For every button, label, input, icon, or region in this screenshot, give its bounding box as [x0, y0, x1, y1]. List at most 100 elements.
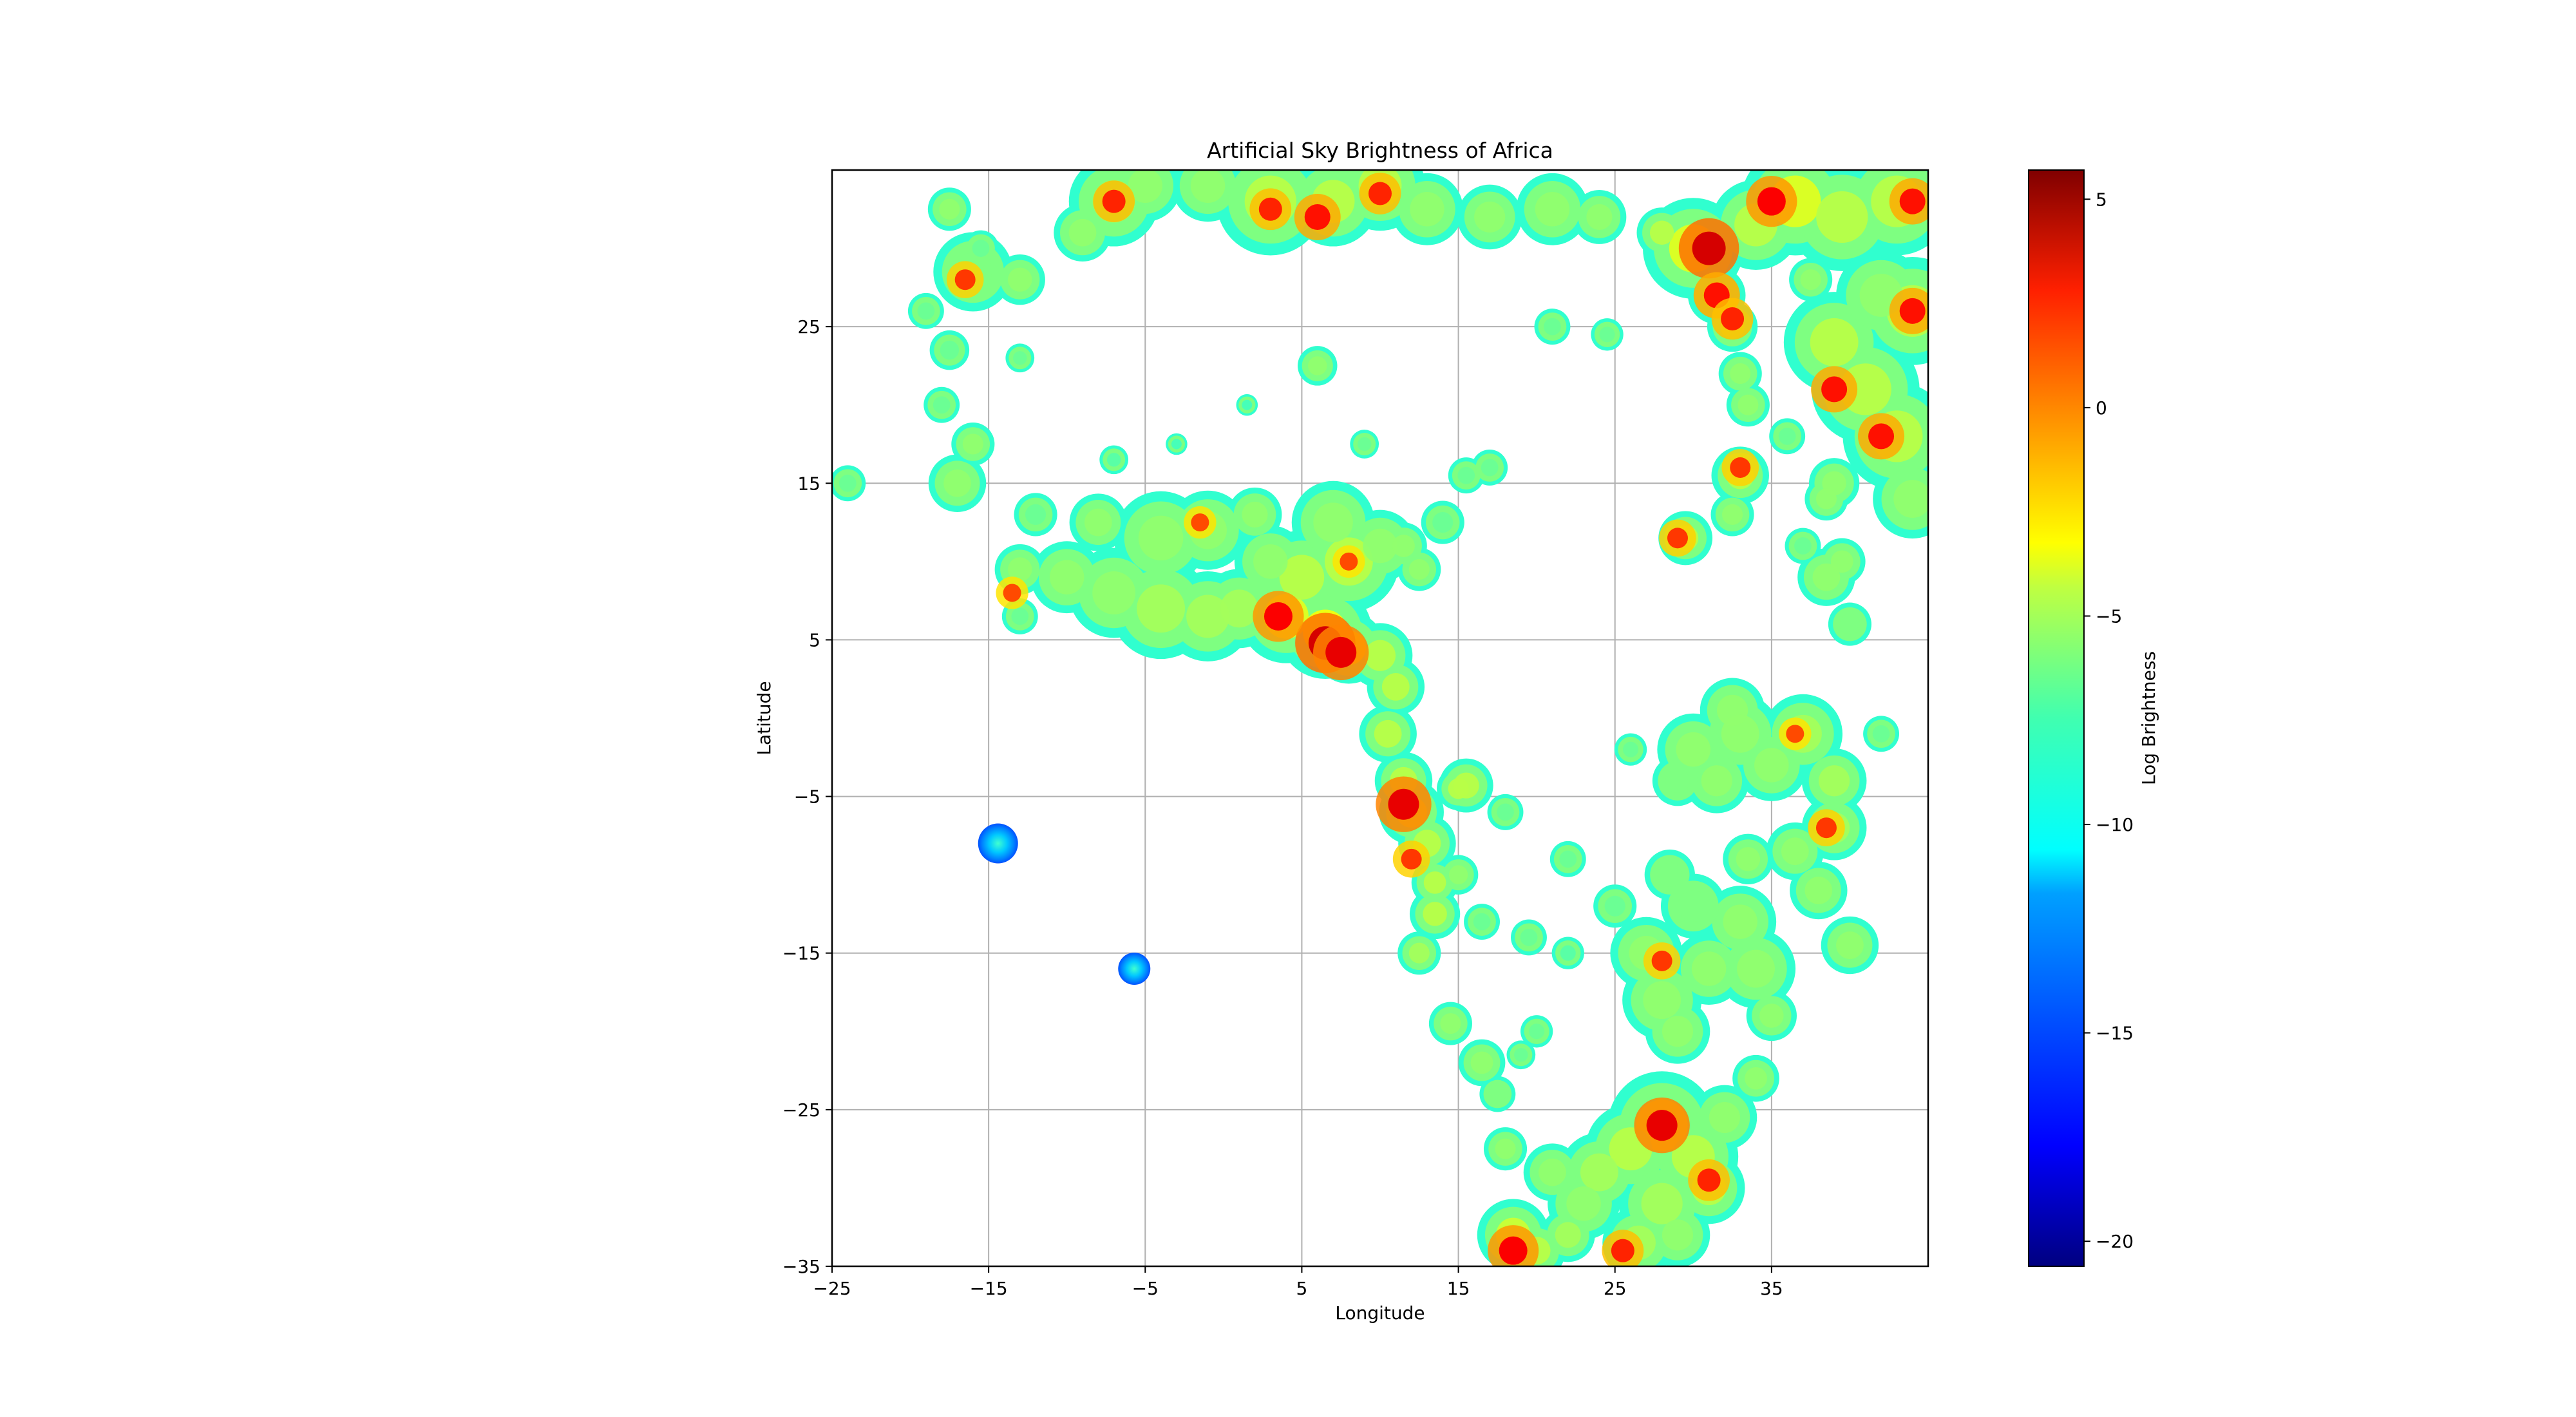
brightness-blob-core	[1363, 528, 1397, 564]
brightness-blob-core	[1488, 1085, 1506, 1103]
brightness-blob-core	[1308, 356, 1327, 376]
colorbar-tick-label: 5	[2096, 189, 2107, 210]
brightness-blob-core	[1392, 535, 1415, 557]
hotspot	[1264, 602, 1293, 631]
brightness-blob-core	[1723, 904, 1757, 939]
y-axis: −35 −25 −15 −5 5 15 25	[782, 316, 832, 1277]
brightness-blob-core	[1822, 471, 1846, 496]
brightness-blob-core	[1800, 269, 1821, 290]
brightness-blob-core	[1457, 466, 1475, 484]
x-tick-label: 5	[1296, 1278, 1308, 1299]
y-axis-label: Latitude	[753, 681, 775, 755]
brightness-blob-core	[1440, 1013, 1461, 1034]
hotspot	[1258, 197, 1282, 221]
x-axis-label: Longitude	[1335, 1302, 1425, 1324]
brightness-blob-core	[1470, 1051, 1493, 1074]
brightness-blob-core	[1364, 640, 1396, 671]
hotspot	[1388, 788, 1419, 820]
brightness-blob-core	[1819, 765, 1850, 797]
brightness-blob-core	[1068, 218, 1097, 247]
hotspot	[1899, 298, 1926, 324]
brightness-blob-core	[1473, 913, 1491, 931]
y-tick-label: −35	[782, 1256, 820, 1277]
brightness-blob-core	[1084, 508, 1112, 537]
brightness-blob-core	[1643, 981, 1681, 1020]
brightness-blob-core	[962, 433, 983, 455]
brightness-blob-core	[1738, 394, 1759, 415]
brightness-blob-core	[1242, 399, 1253, 410]
chart-title: Artificial Sky Brightness of Africa	[1207, 138, 1553, 163]
brightness-blob-core	[1676, 732, 1711, 767]
brightness-blob-core	[838, 474, 857, 492]
brightness-blob-core	[1242, 501, 1268, 528]
hotspot	[1340, 552, 1358, 571]
isolated-spot	[1118, 953, 1151, 985]
brightness-blob-core	[1408, 558, 1430, 580]
brightness-blob-core	[1717, 694, 1748, 726]
x-tick-label: 25	[1604, 1278, 1627, 1299]
brightness-blob-core	[1497, 803, 1514, 821]
brightness-blob-core	[1423, 902, 1447, 926]
y-tick-label: −25	[782, 1099, 820, 1121]
hotspot	[1697, 1168, 1721, 1192]
brightness-blob-core	[1665, 768, 1690, 793]
hotspot	[1868, 423, 1895, 450]
brightness-blob-core	[1816, 191, 1868, 243]
colorbar-tick-label: −10	[2096, 814, 2134, 835]
brightness-blob-core	[1559, 850, 1577, 868]
brightness-blob-core	[1804, 877, 1833, 904]
hotspot	[1757, 187, 1786, 216]
brightness-blob-core	[1374, 719, 1402, 748]
hotspot	[1102, 189, 1126, 213]
brightness-blob-core	[1781, 837, 1809, 866]
brightness-blob-core	[1481, 459, 1499, 477]
brightness-blob-core	[1737, 949, 1775, 988]
brightness-blob-core	[1520, 929, 1538, 946]
hotspot	[1721, 307, 1745, 330]
brightness-blob-core	[933, 396, 951, 414]
brightness-blob-core	[1453, 772, 1479, 799]
brightness-blob-core	[1604, 895, 1625, 917]
brightness-blob-core	[1544, 318, 1561, 336]
brightness-blob-core	[1812, 563, 1841, 591]
hotspot	[1304, 204, 1331, 230]
colorbar	[2028, 169, 2085, 1267]
brightness-blob-core	[1137, 584, 1186, 633]
hotspot	[1191, 513, 1209, 532]
brightness-blob-core	[1474, 201, 1506, 233]
colorbar-tick-label: 0	[2096, 397, 2107, 419]
colorbar-label: Log Brightness	[2138, 651, 2159, 785]
brightness-blob-core	[1381, 672, 1410, 701]
hotspot-layer	[946, 173, 1928, 1266]
brightness-blob-core	[1641, 1183, 1683, 1224]
brightness-blob-core	[1754, 748, 1789, 783]
brightness-blob-core	[1839, 614, 1861, 635]
brightness-blob-core	[1730, 363, 1751, 385]
brightness-blob-core	[1514, 1048, 1528, 1062]
brightness-blob-core	[1580, 1153, 1618, 1192]
hotspot	[954, 269, 976, 290]
brightness-blob-core	[1011, 607, 1029, 625]
y-tick-label: 5	[809, 629, 820, 651]
brightness-blob-core	[1190, 170, 1226, 204]
x-axis: −25 −15 −5 5 15 25 35	[813, 1266, 1783, 1299]
hotspot	[1815, 817, 1837, 839]
colorbar-ticks: 5 0 −5 −10 −15 −20	[2084, 189, 2134, 1252]
hotspot	[1003, 584, 1021, 602]
isolated-spot	[978, 823, 1018, 864]
brightness-blob-core	[1649, 220, 1674, 245]
hotspot	[1325, 636, 1357, 668]
y-tick-label: −15	[782, 943, 820, 964]
brightness-blob-core	[917, 302, 935, 320]
brightness-blob-core	[1560, 945, 1576, 961]
brightness-blob-core	[940, 340, 960, 360]
brightness-blob-core	[1830, 550, 1853, 573]
brightness-blob-core	[1794, 537, 1812, 555]
hotspot	[1667, 528, 1688, 549]
brightness-blob-core	[1529, 1023, 1545, 1040]
brightness-blob-core	[1138, 515, 1184, 561]
y-tick-label: 15	[797, 473, 820, 494]
brightness-blob-core	[1555, 1222, 1581, 1248]
isolated-spot-layer	[978, 823, 1151, 985]
